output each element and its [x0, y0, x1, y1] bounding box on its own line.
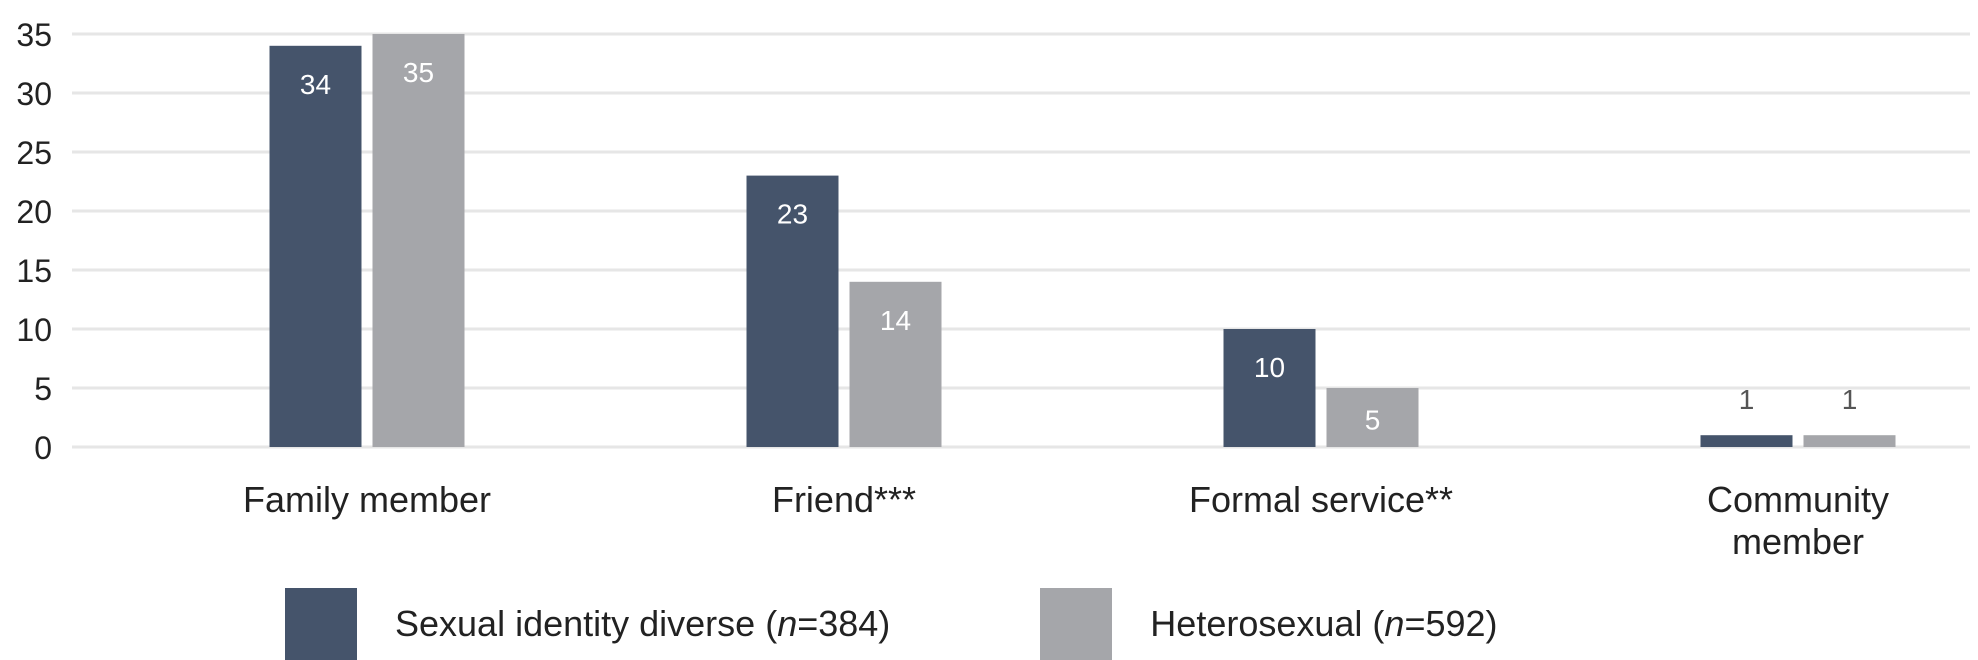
y-tick-label-25: 25: [16, 135, 52, 171]
legend-item-series-2: Heterosexual (n=592): [1040, 588, 1498, 660]
x-axis-categories: Family member Friend*** Formal service** Co…: [243, 479, 1889, 562]
legend-label-series-1: Sexual identity diverse (n=384): [395, 603, 890, 645]
data-label-series-1-1: 23: [777, 199, 808, 230]
legend-label-series-2: Heterosexual (n=592): [1150, 603, 1497, 645]
legend-label-series-1-prefix: Sexual identity diverse (: [395, 603, 778, 644]
legend-label-series-2-prefix: Heterosexual (: [1150, 603, 1385, 644]
legend-label-series-1-suffix: =384): [797, 603, 891, 644]
x-category-label-1: Friend***: [772, 479, 916, 520]
bar-series-2-0: [372, 34, 465, 447]
data-label-series-1-0: 34: [300, 69, 331, 100]
y-tick-label-15: 15: [16, 253, 52, 289]
bar-series-1-1: [746, 175, 839, 447]
legend-label-series-1-n: n: [777, 603, 798, 644]
data-label-series-2-1: 14: [880, 305, 911, 336]
bar-series-2-1: [849, 281, 942, 447]
data-label-series-1-3: 1: [1739, 384, 1755, 415]
legend-label-series-2-n: n: [1384, 603, 1405, 644]
legend-swatch-series-1: [285, 588, 357, 660]
y-tick-label-20: 20: [16, 194, 52, 230]
bar-series-2-3: [1803, 435, 1896, 447]
data-label-series-2-2: 5: [1365, 405, 1381, 436]
bar-series-1-3: [1700, 435, 1793, 447]
y-tick-label-0: 0: [34, 430, 52, 466]
legend-item-series-1: Sexual identity diverse (n=384): [285, 588, 890, 660]
y-tick-label-5: 5: [34, 371, 52, 407]
y-tick-label-10: 10: [16, 312, 52, 348]
bars: [269, 34, 1896, 448]
y-axis-ticks: 0 5 10 15 20 25 30 35: [16, 17, 52, 466]
y-tick-label-30: 30: [16, 76, 52, 112]
x-category-label-0: Family member: [243, 479, 491, 520]
data-label-series-1-2: 10: [1254, 352, 1285, 383]
legend-swatch-series-2: [1040, 588, 1113, 660]
data-label-series-2-0: 35: [403, 57, 434, 88]
legend-label-series-2-suffix: =592): [1404, 603, 1498, 644]
x-category-label-2: Formal service**: [1189, 479, 1453, 520]
bar-series-1-0: [269, 45, 362, 448]
legend: Sexual identity diverse (n=384) Heterose…: [285, 588, 1648, 660]
bar-series-2-2: [1326, 388, 1419, 447]
bar-series-1-2: [1223, 329, 1316, 447]
x-category-label-3: Community member: [1707, 479, 1889, 562]
data-labels: 34 23 10 1 35 14 5 1: [300, 57, 1857, 436]
data-label-series-2-3: 1: [1842, 384, 1858, 415]
y-tick-label-35: 35: [16, 17, 52, 53]
